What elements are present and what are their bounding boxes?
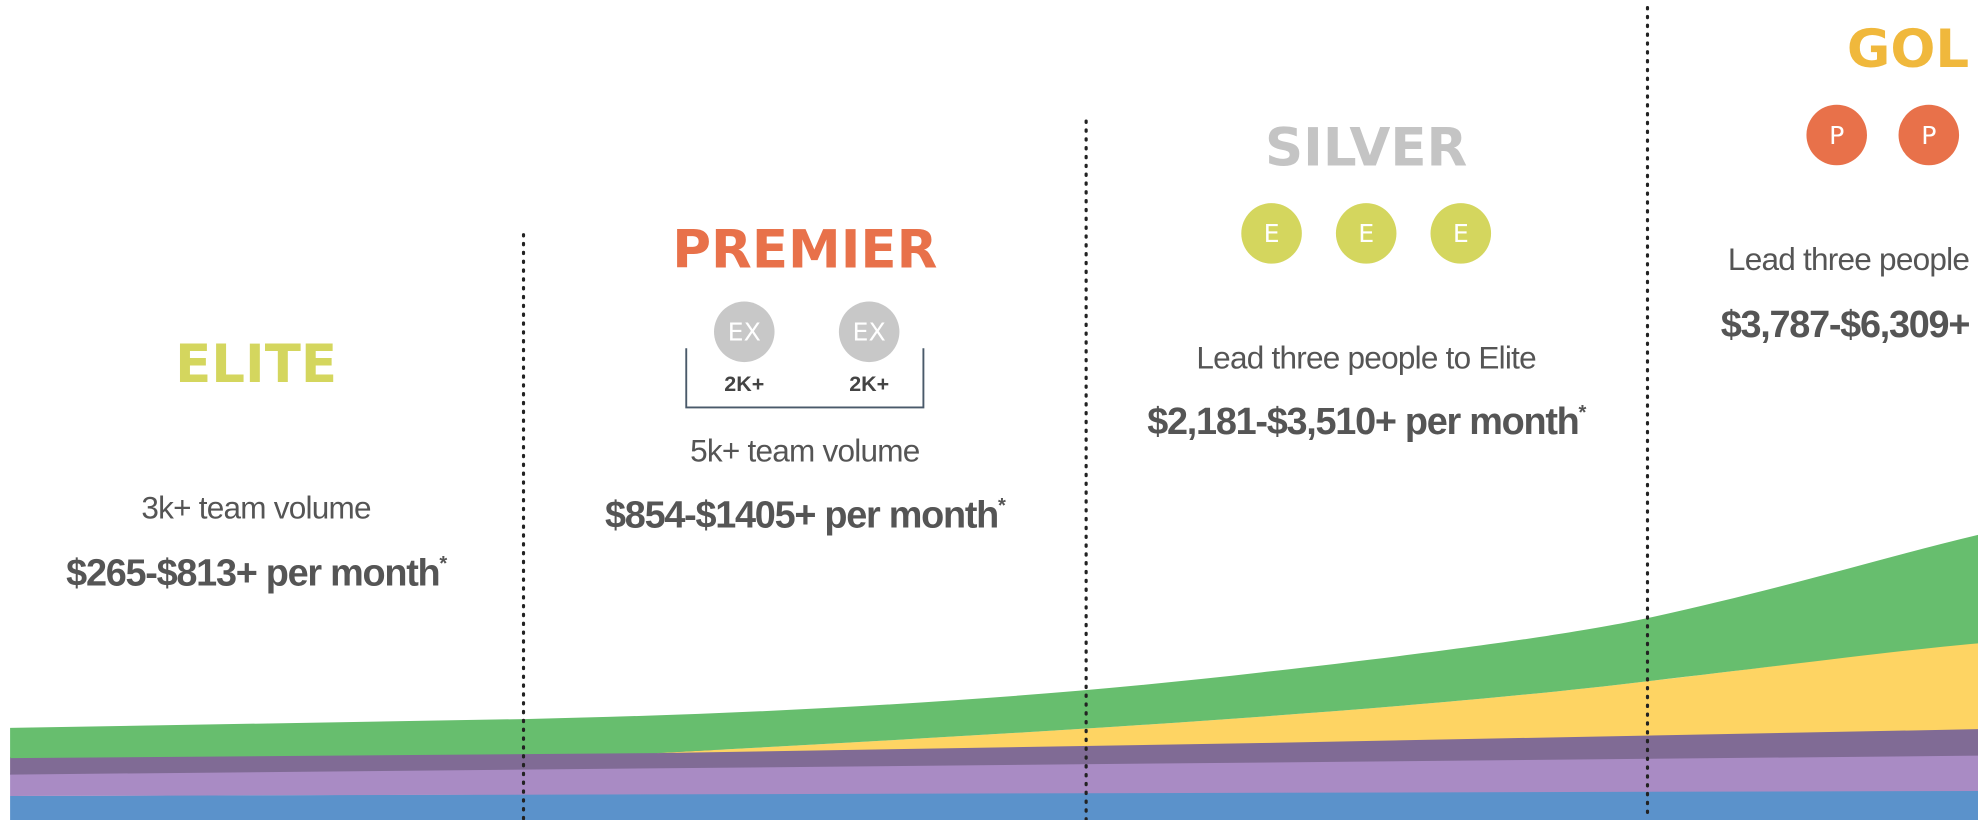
badge-label: EX (728, 318, 761, 347)
badge (1241, 203, 1302, 264)
earnings: $2,181-$3,510+ per month* (1147, 401, 1586, 443)
tier-title: GOL (1847, 19, 1969, 80)
badge-label: P (1921, 121, 1936, 150)
area-light-purple (10, 754, 1978, 797)
earnings: $265-$813+ per month* (66, 552, 447, 594)
badge-label: E (1264, 219, 1280, 248)
footnote-mark: * (1579, 402, 1587, 424)
requirement: 5k+ team volume (690, 433, 920, 469)
tier-title: PREMIER (672, 219, 937, 280)
badge-label: EX (853, 318, 886, 347)
requirement: 3k+ team volume (141, 489, 371, 525)
requirement: Lead three people (1728, 241, 1969, 277)
area-blue (10, 789, 1978, 820)
footnote-mark: * (439, 553, 447, 575)
badge (1898, 104, 1960, 166)
badge-bracket (685, 348, 925, 409)
area-green (10, 534, 1978, 759)
badge (1806, 104, 1867, 166)
earnings-amount: $2,181-$3,510+ per month (1147, 401, 1578, 443)
badge-label: P (1829, 121, 1844, 150)
badge-label: E (1453, 219, 1469, 248)
badge-label: E (1358, 219, 1374, 248)
badge (713, 301, 775, 363)
earnings-amount: $3,787-$6,309+ (1721, 304, 1970, 346)
badge (838, 301, 900, 363)
earnings: $854-$1405+ per month* (605, 494, 1006, 536)
tier-title: ELITE (175, 334, 337, 395)
tier-title: SILVER (1265, 117, 1467, 178)
badge-sub: 2K+ (724, 372, 764, 396)
badge (1335, 203, 1397, 264)
earnings-amount: $854-$1405+ per month (605, 494, 998, 536)
earnings-amount: $265-$813+ per month (66, 552, 439, 594)
area-dark-purple (10, 727, 1978, 775)
requirement: Lead three people to Elite (1196, 339, 1536, 375)
dividers (521, 6, 1650, 820)
footnote-mark: * (998, 495, 1006, 517)
badge-sub: 2K+ (849, 372, 889, 396)
badge (1430, 203, 1492, 264)
earnings: $3,787-$6,309+ (1721, 304, 1970, 346)
